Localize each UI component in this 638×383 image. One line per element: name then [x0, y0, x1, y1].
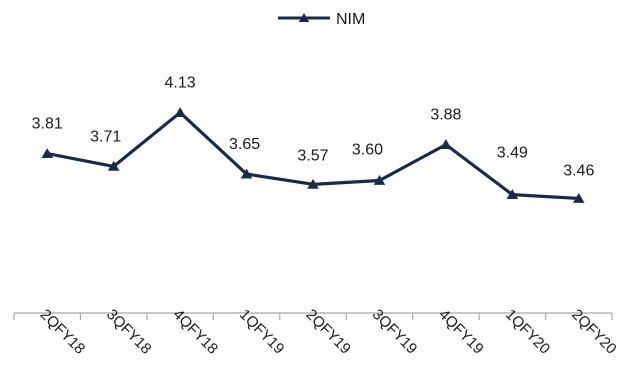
- data-point-marker: [573, 192, 585, 203]
- data-label: 3.57: [297, 147, 328, 164]
- data-labels: 3.81 3.71 4.13 3.65 3.57 3.60 3.88 3.49 3.46: [32, 75, 595, 180]
- data-label: 3.49: [497, 145, 528, 162]
- data-point-marker: [41, 148, 53, 158]
- data-point-marker: [506, 189, 519, 199]
- data-point-marker: [440, 139, 452, 150]
- data-point-marker: [174, 107, 186, 117]
- data-label: 4.13: [165, 75, 196, 92]
- data-label: 3.46: [563, 162, 594, 179]
- series-nim: [41, 107, 585, 203]
- data-label: 3.88: [430, 107, 461, 124]
- legend: NIM: [278, 11, 365, 28]
- legend-label-nim: NIM: [336, 11, 365, 28]
- legend-triangle-marker: [298, 13, 310, 22]
- data-point-marker: [373, 175, 386, 185]
- data-point-marker: [240, 168, 253, 179]
- data-label: 3.81: [32, 116, 63, 133]
- data-label: 3.65: [229, 136, 260, 153]
- data-point-marker: [307, 178, 319, 189]
- data-label: 3.60: [352, 142, 383, 159]
- data-point-marker: [107, 160, 120, 171]
- x-axis: 2QFY18 3QFY18 4QFY18 1QFY19 2QFY19 3QFY19 4QFY…: [13, 306, 620, 358]
- data-label: 3.71: [90, 128, 121, 145]
